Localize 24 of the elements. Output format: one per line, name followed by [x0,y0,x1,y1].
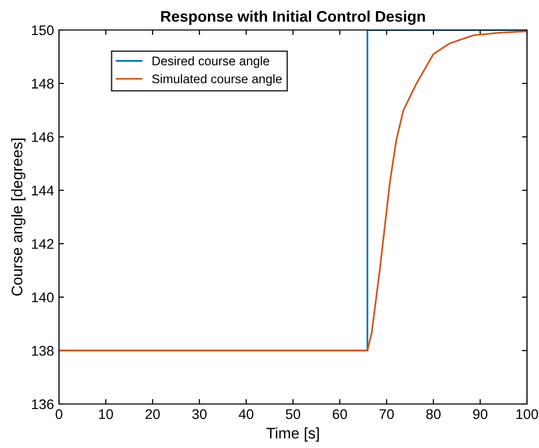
x-tick-label: 80 [426,409,441,420]
legend-label: Desired course angle [152,56,270,68]
x-tick-label: 40 [238,409,254,420]
x-tick-label: 60 [332,409,347,420]
x-tick-label: 70 [380,409,394,420]
y-tick-label: 148 [32,78,54,89]
x-axis-title: Time [s] [266,427,319,442]
y-tick-label: 144 [32,186,54,196]
x-tick-label: 10 [99,409,113,420]
x-tick-label: 20 [146,409,160,420]
x-tick-label: 100 [516,409,538,420]
x-tick-label: 50 [286,409,300,420]
x-tick-label: 30 [192,409,207,420]
x-tick-label: 90 [473,409,488,420]
y-tick-label: 140 [32,292,54,302]
y-tick-label: 138 [32,346,54,356]
chart-title: Response with Initial Control Design [161,10,425,25]
y-axis-title: Course angle [degrees] [11,138,26,296]
y-tick-label: 150 [32,25,54,36]
x-tick-label: 0 [56,409,62,420]
y-tick-label: 142 [32,239,54,249]
legend-label: Simulated course angle [152,74,282,86]
y-tick-label: 136 [32,399,54,410]
y-tick-label: 146 [32,132,54,142]
